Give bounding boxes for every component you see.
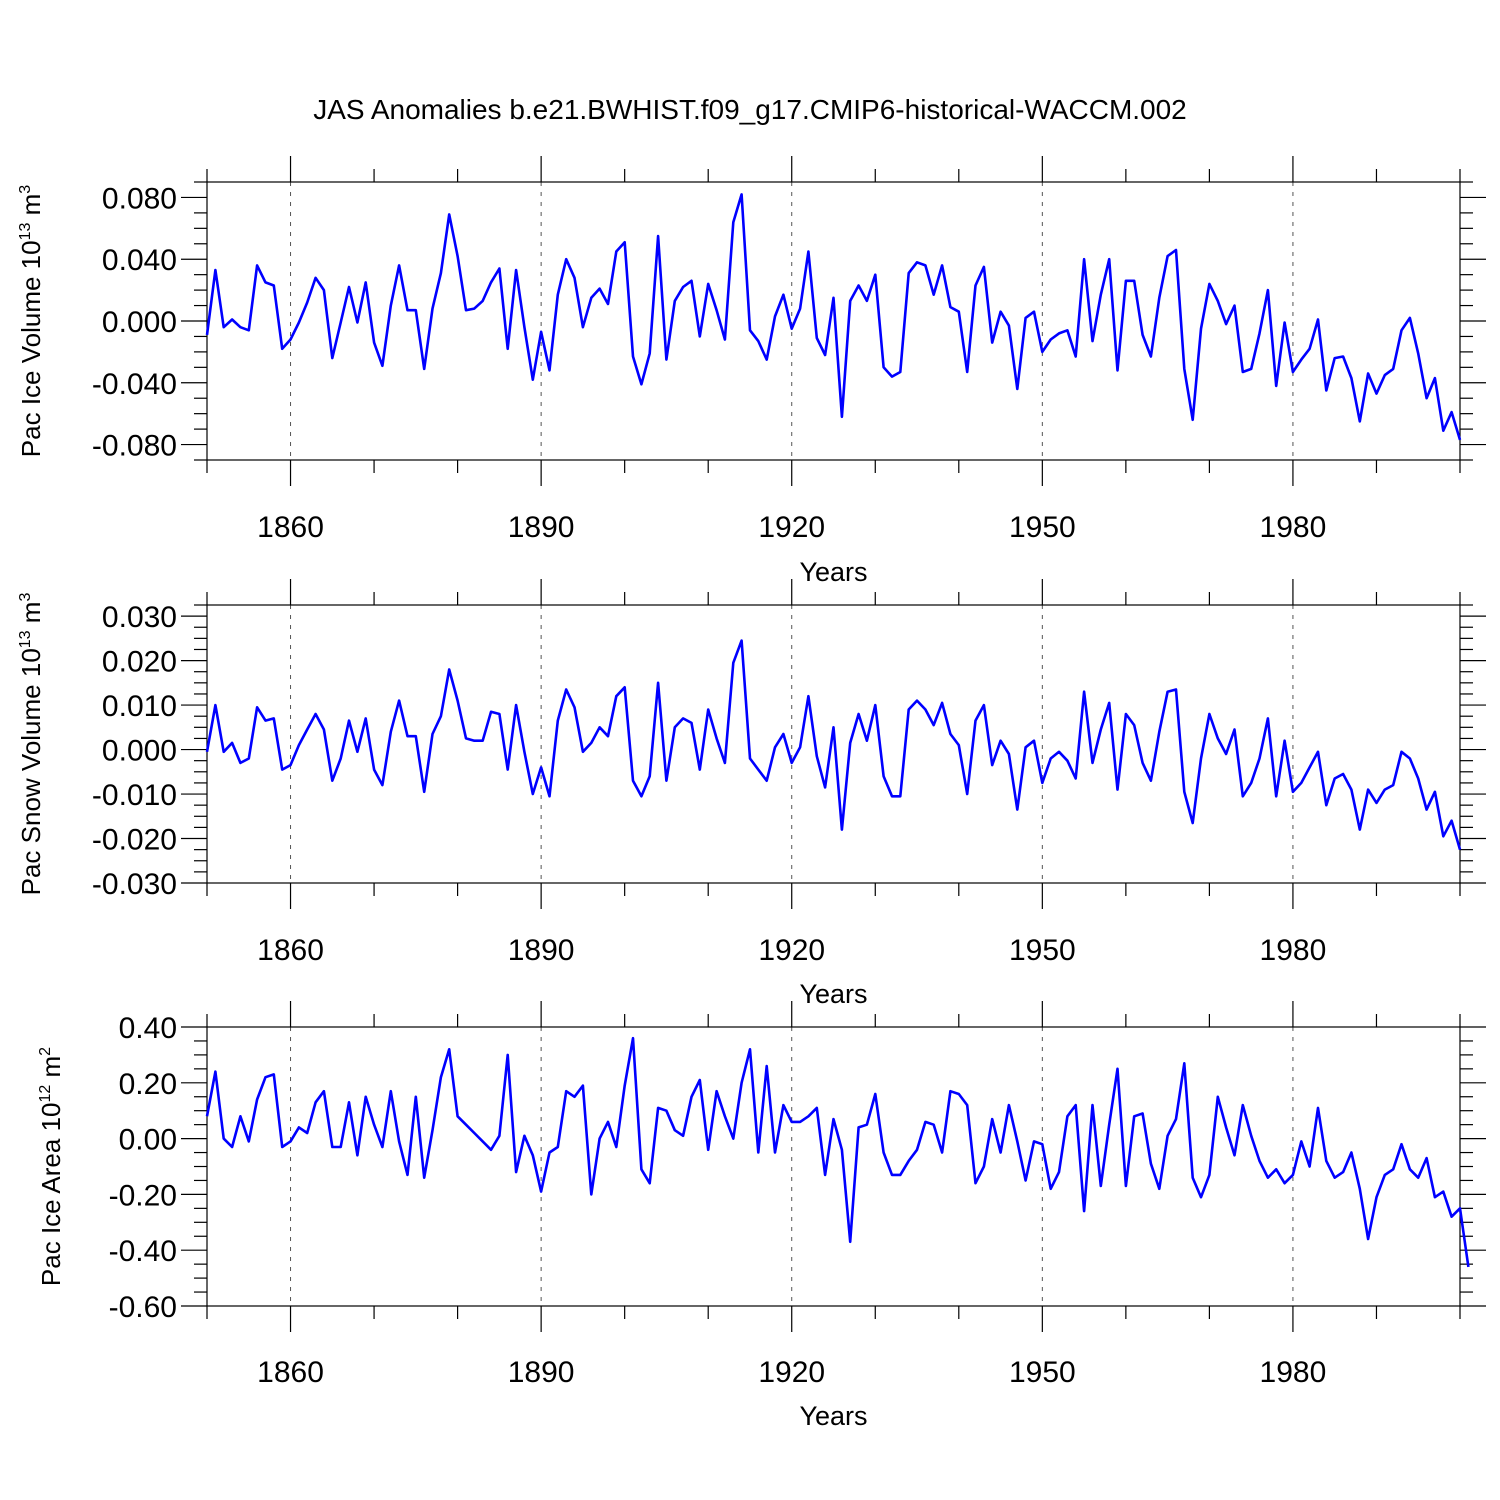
- x-tick-label: 1890: [508, 1356, 575, 1389]
- y-tick-label: 0.030: [102, 601, 177, 634]
- x-axis-label: Years: [799, 1401, 867, 1431]
- panel-pac-ice-area: 1860 1890 1920 1950 1980 0.40 0.20 0.00 -0.20 -0.…: [36, 1001, 1486, 1431]
- panel-pac-snow-volume: 1860 1890 1920 1950 1980 0.030 0.020 0.010 0.000…: [16, 579, 1486, 1009]
- data-series-line: [205, 1036, 1470, 1268]
- y-tick-label: -0.030: [92, 868, 177, 901]
- y-tick-label: -0.040: [92, 368, 177, 401]
- y-tick-label: 0.000: [102, 735, 177, 768]
- y-tick-label: -0.20: [109, 1179, 177, 1212]
- x-axis-label: Years: [799, 979, 867, 1009]
- x-tick-label: 1980: [1260, 1356, 1327, 1389]
- x-tick-label: 1860: [257, 511, 324, 544]
- y-tick-label: 0.040: [102, 244, 177, 277]
- y-tick-label: 0.010: [102, 690, 177, 723]
- x-tick-label: 1950: [1009, 934, 1076, 967]
- plot-frame: [206, 1026, 1461, 1307]
- x-axis-label: Years: [799, 557, 867, 587]
- x-tick-label: 1890: [508, 511, 575, 544]
- x-tick-label: 1860: [257, 1356, 324, 1389]
- y-tick-label: -0.40: [109, 1235, 177, 1268]
- y-tick-label: -0.020: [92, 824, 177, 857]
- data-series-line: [205, 639, 1462, 850]
- plot-frame: [206, 604, 1461, 884]
- x-tick-label: 1950: [1009, 511, 1076, 544]
- y-tick-label: -0.010: [92, 779, 177, 812]
- y-axis-label: Pac Ice Volume 1013 m3: [16, 185, 46, 458]
- y-tick-label: 0.00: [119, 1124, 177, 1157]
- y-tick-label: 0.000: [102, 306, 177, 339]
- x-tick-label: 1920: [758, 1356, 825, 1389]
- x-tick-label: 1890: [508, 934, 575, 967]
- x-tick-label: 1980: [1260, 934, 1327, 967]
- figure-title: JAS Anomalies b.e21.BWHIST.f09_g17.CMIP6…: [313, 94, 1187, 125]
- y-axis-label: Pac Snow Volume 1013 m3: [16, 593, 46, 896]
- y-tick-label: 0.020: [102, 646, 177, 679]
- data-series-line: [205, 193, 1462, 441]
- x-tick-label: 1980: [1260, 511, 1327, 544]
- panel-pac-ice-volume: 1860 1890 1920 1950 1980 0.080 0.040 0.000 -0.04…: [16, 156, 1486, 587]
- x-tick-label: 1920: [758, 934, 825, 967]
- plot-frame: [206, 181, 1461, 461]
- x-tick-label: 1920: [758, 511, 825, 544]
- y-tick-label: -0.080: [92, 430, 177, 463]
- y-tick-label: 0.080: [102, 182, 177, 215]
- x-tick-label: 1860: [257, 934, 324, 967]
- y-tick-label: 0.40: [119, 1012, 177, 1045]
- y-axis-label: Pac Ice Area 1012 m2: [36, 1047, 66, 1286]
- x-tick-label: 1950: [1009, 1356, 1076, 1389]
- y-tick-label: -0.60: [109, 1291, 177, 1324]
- y-tick-label: 0.20: [119, 1068, 177, 1101]
